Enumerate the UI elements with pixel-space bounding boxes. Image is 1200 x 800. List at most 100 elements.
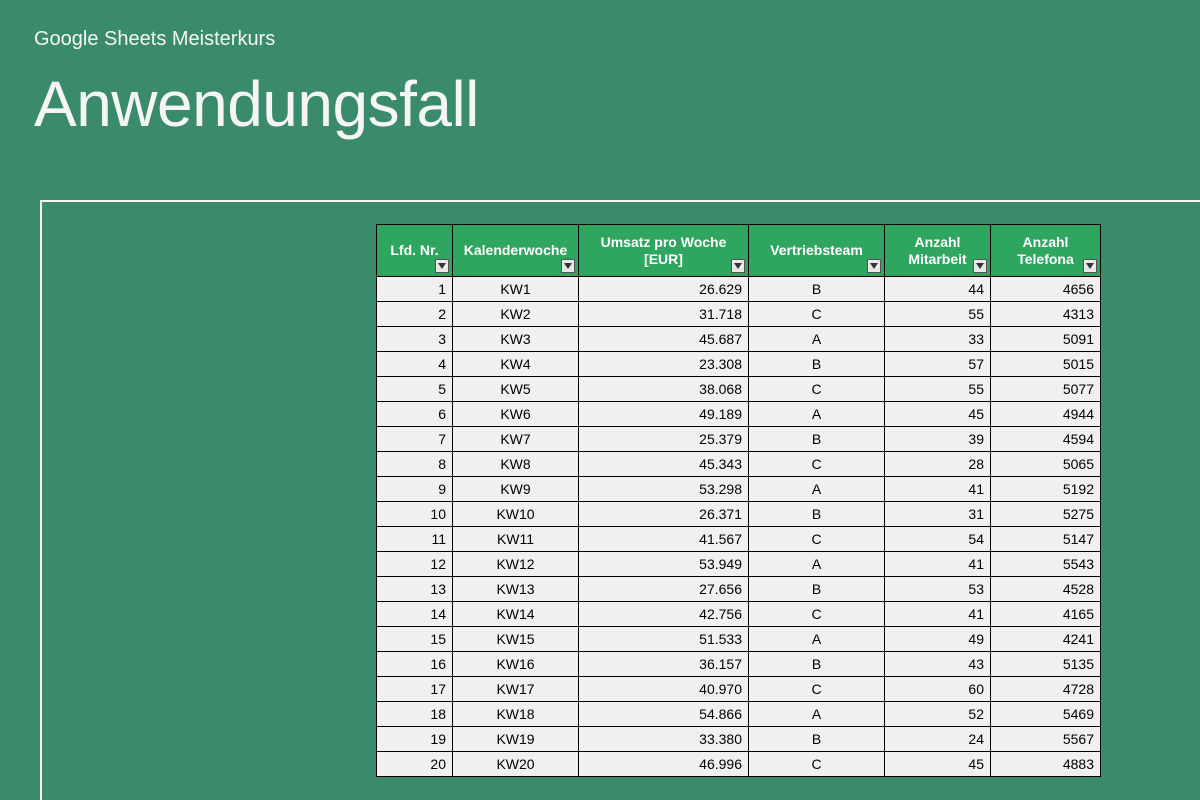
cell-mitarb[interactable]: 53: [885, 577, 991, 602]
cell-kw[interactable]: KW2: [453, 302, 579, 327]
cell-nr[interactable]: 19: [377, 727, 453, 752]
cell-tel[interactable]: 5135: [991, 652, 1101, 677]
cell-team[interactable]: B: [749, 427, 885, 452]
cell-tel[interactable]: 5065: [991, 452, 1101, 477]
cell-nr[interactable]: 10: [377, 502, 453, 527]
cell-umsatz[interactable]: 54.866: [579, 702, 749, 727]
cell-nr[interactable]: 15: [377, 627, 453, 652]
cell-tel[interactable]: 5469: [991, 702, 1101, 727]
cell-team[interactable]: C: [749, 302, 885, 327]
cell-team[interactable]: C: [749, 602, 885, 627]
cell-mitarb[interactable]: 55: [885, 377, 991, 402]
cell-team[interactable]: A: [749, 552, 885, 577]
cell-team[interactable]: C: [749, 527, 885, 552]
cell-nr[interactable]: 11: [377, 527, 453, 552]
cell-team[interactable]: B: [749, 352, 885, 377]
filter-dropdown-icon[interactable]: [731, 259, 745, 273]
cell-mitarb[interactable]: 41: [885, 602, 991, 627]
cell-nr[interactable]: 4: [377, 352, 453, 377]
cell-kw[interactable]: KW4: [453, 352, 579, 377]
cell-team[interactable]: A: [749, 702, 885, 727]
cell-nr[interactable]: 3: [377, 327, 453, 352]
cell-tel[interactable]: 4728: [991, 677, 1101, 702]
cell-tel[interactable]: 4594: [991, 427, 1101, 452]
cell-umsatz[interactable]: 31.718: [579, 302, 749, 327]
cell-nr[interactable]: 18: [377, 702, 453, 727]
cell-nr[interactable]: 12: [377, 552, 453, 577]
cell-kw[interactable]: KW10: [453, 502, 579, 527]
cell-nr[interactable]: 5: [377, 377, 453, 402]
cell-team[interactable]: C: [749, 377, 885, 402]
cell-umsatz[interactable]: 33.380: [579, 727, 749, 752]
cell-mitarb[interactable]: 57: [885, 352, 991, 377]
cell-team[interactable]: B: [749, 652, 885, 677]
cell-team[interactable]: C: [749, 677, 885, 702]
filter-dropdown-icon[interactable]: [973, 259, 987, 273]
cell-nr[interactable]: 1: [377, 277, 453, 302]
cell-team[interactable]: A: [749, 402, 885, 427]
cell-mitarb[interactable]: 33: [885, 327, 991, 352]
cell-umsatz[interactable]: 45.343: [579, 452, 749, 477]
cell-tel[interactable]: 5567: [991, 727, 1101, 752]
cell-kw[interactable]: KW16: [453, 652, 579, 677]
filter-dropdown-icon[interactable]: [867, 259, 881, 273]
cell-umsatz[interactable]: 38.068: [579, 377, 749, 402]
cell-kw[interactable]: KW6: [453, 402, 579, 427]
cell-mitarb[interactable]: 44: [885, 277, 991, 302]
cell-mitarb[interactable]: 60: [885, 677, 991, 702]
cell-nr[interactable]: 17: [377, 677, 453, 702]
cell-nr[interactable]: 9: [377, 477, 453, 502]
cell-mitarb[interactable]: 45: [885, 402, 991, 427]
cell-kw[interactable]: KW18: [453, 702, 579, 727]
cell-nr[interactable]: 6: [377, 402, 453, 427]
cell-kw[interactable]: KW12: [453, 552, 579, 577]
cell-mitarb[interactable]: 41: [885, 552, 991, 577]
cell-team[interactable]: B: [749, 277, 885, 302]
cell-umsatz[interactable]: 51.533: [579, 627, 749, 652]
cell-nr[interactable]: 16: [377, 652, 453, 677]
cell-team[interactable]: A: [749, 627, 885, 652]
cell-mitarb[interactable]: 43: [885, 652, 991, 677]
cell-mitarb[interactable]: 41: [885, 477, 991, 502]
cell-team[interactable]: A: [749, 477, 885, 502]
cell-tel[interactable]: 4944: [991, 402, 1101, 427]
cell-umsatz[interactable]: 25.379: [579, 427, 749, 452]
cell-mitarb[interactable]: 39: [885, 427, 991, 452]
cell-tel[interactable]: 4656: [991, 277, 1101, 302]
cell-team[interactable]: A: [749, 327, 885, 352]
cell-umsatz[interactable]: 53.949: [579, 552, 749, 577]
cell-team[interactable]: B: [749, 577, 885, 602]
cell-umsatz[interactable]: 27.656: [579, 577, 749, 602]
cell-tel[interactable]: 4313: [991, 302, 1101, 327]
cell-umsatz[interactable]: 40.970: [579, 677, 749, 702]
filter-dropdown-icon[interactable]: [561, 259, 575, 273]
cell-umsatz[interactable]: 49.189: [579, 402, 749, 427]
cell-umsatz[interactable]: 36.157: [579, 652, 749, 677]
cell-kw[interactable]: KW7: [453, 427, 579, 452]
cell-umsatz[interactable]: 53.298: [579, 477, 749, 502]
cell-kw[interactable]: KW20: [453, 752, 579, 777]
cell-tel[interactable]: 5077: [991, 377, 1101, 402]
cell-kw[interactable]: KW17: [453, 677, 579, 702]
cell-umsatz[interactable]: 26.629: [579, 277, 749, 302]
cell-tel[interactable]: 5091: [991, 327, 1101, 352]
cell-kw[interactable]: KW13: [453, 577, 579, 602]
cell-kw[interactable]: KW14: [453, 602, 579, 627]
cell-team[interactable]: B: [749, 502, 885, 527]
cell-nr[interactable]: 13: [377, 577, 453, 602]
cell-tel[interactable]: 4528: [991, 577, 1101, 602]
cell-mitarb[interactable]: 31: [885, 502, 991, 527]
cell-nr[interactable]: 7: [377, 427, 453, 452]
cell-kw[interactable]: KW19: [453, 727, 579, 752]
cell-nr[interactable]: 14: [377, 602, 453, 627]
cell-tel[interactable]: 4241: [991, 627, 1101, 652]
cell-tel[interactable]: 5543: [991, 552, 1101, 577]
cell-tel[interactable]: 5275: [991, 502, 1101, 527]
cell-mitarb[interactable]: 49: [885, 627, 991, 652]
cell-umsatz[interactable]: 46.996: [579, 752, 749, 777]
cell-mitarb[interactable]: 28: [885, 452, 991, 477]
cell-kw[interactable]: KW3: [453, 327, 579, 352]
cell-kw[interactable]: KW9: [453, 477, 579, 502]
cell-umsatz[interactable]: 26.371: [579, 502, 749, 527]
cell-kw[interactable]: KW11: [453, 527, 579, 552]
